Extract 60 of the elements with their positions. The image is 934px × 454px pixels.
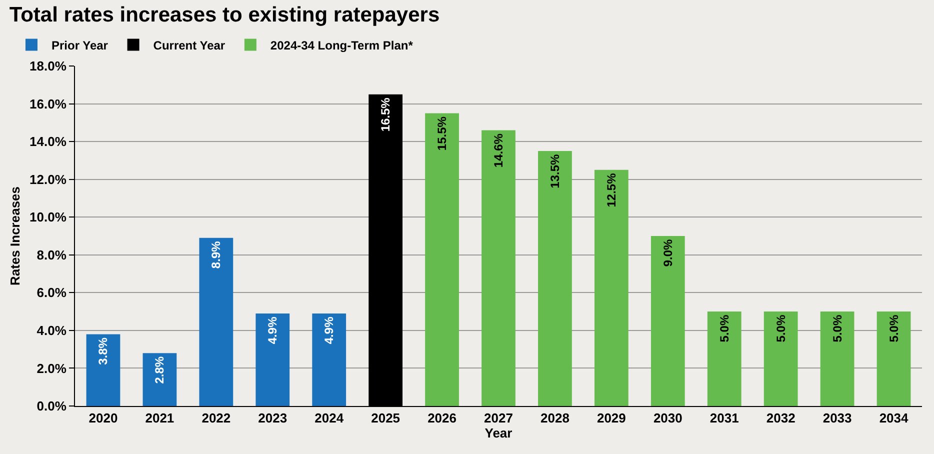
- legend-label: Prior Year: [51, 38, 108, 52]
- y-tick-label: 18.0%: [30, 58, 67, 74]
- data-label: 4.9%: [266, 316, 280, 344]
- y-tick-label: 8.0%: [36, 247, 67, 262]
- bar: [86, 334, 120, 406]
- bar: [482, 130, 516, 406]
- bar: [876, 312, 911, 406]
- data-label: 4.9%: [322, 316, 336, 344]
- y-tick-label: 14.0%: [30, 134, 67, 150]
- bar: [425, 113, 459, 406]
- x-tick-label: 2029: [596, 410, 626, 426]
- y-tick-label: 10.0%: [30, 210, 67, 225]
- data-label: 13.5%: [548, 154, 562, 188]
- bar: [256, 313, 290, 406]
- x-tick-label: 2023: [258, 410, 288, 426]
- x-tick-label: 2031: [710, 410, 739, 426]
- bar: [538, 151, 572, 406]
- y-tick-label: 6.0%: [36, 285, 67, 300]
- x-tick-label: 2034: [879, 410, 909, 426]
- x-tick-label: 2025: [371, 410, 400, 426]
- data-label: 2.8%: [152, 356, 167, 384]
- y-axis-title: Rates Increases: [7, 186, 22, 286]
- y-tick-label: 2.0%: [36, 360, 67, 376]
- x-tick-label: 2024: [314, 410, 344, 426]
- data-label: 9.0%: [660, 239, 675, 267]
- x-tick-label: 2020: [88, 410, 118, 426]
- x-tick-label: 2027: [484, 410, 513, 426]
- x-tick-label: 2033: [822, 410, 852, 426]
- bar: [312, 313, 346, 406]
- data-label: 3.8%: [96, 337, 110, 365]
- bar: [142, 353, 177, 406]
- x-tick-label: 2030: [653, 410, 682, 426]
- x-tick-label: 2021: [145, 410, 174, 426]
- data-label: 5.0%: [774, 314, 788, 342]
- bar: [707, 312, 742, 406]
- bar: [820, 312, 854, 406]
- x-tick-label: 2032: [766, 410, 796, 426]
- y-tick-label: 4.0%: [36, 322, 67, 338]
- y-tick-label: 12.0%: [30, 172, 67, 187]
- data-label: 5.0%: [717, 314, 732, 342]
- x-tick-label: 2022: [202, 410, 231, 426]
- legend-label: 2024-34 Long-Term Plan*: [270, 38, 414, 52]
- data-label: 8.9%: [209, 240, 224, 269]
- data-label: 5.0%: [830, 314, 844, 342]
- data-label: 12.5%: [604, 172, 618, 208]
- bar: [764, 312, 798, 406]
- data-label: 5.0%: [886, 314, 901, 342]
- data-label: 15.5%: [435, 116, 450, 151]
- x-tick-label: 2028: [540, 410, 570, 426]
- y-tick-label: 0.0%: [36, 398, 67, 414]
- x-tick-label: 2026: [428, 410, 456, 426]
- legend-label: Current Year: [153, 38, 226, 52]
- y-tick-label: 16.0%: [30, 96, 67, 112]
- chart-title: Total rates increases to existing ratepayers: [9, 4, 440, 27]
- x-axis-title: Year: [484, 426, 512, 441]
- data-label: 14.6%: [492, 133, 506, 168]
- data-label: 16.5%: [378, 97, 393, 132]
- bar: [199, 238, 234, 406]
- bar: [650, 236, 685, 406]
- bar: [594, 170, 628, 406]
